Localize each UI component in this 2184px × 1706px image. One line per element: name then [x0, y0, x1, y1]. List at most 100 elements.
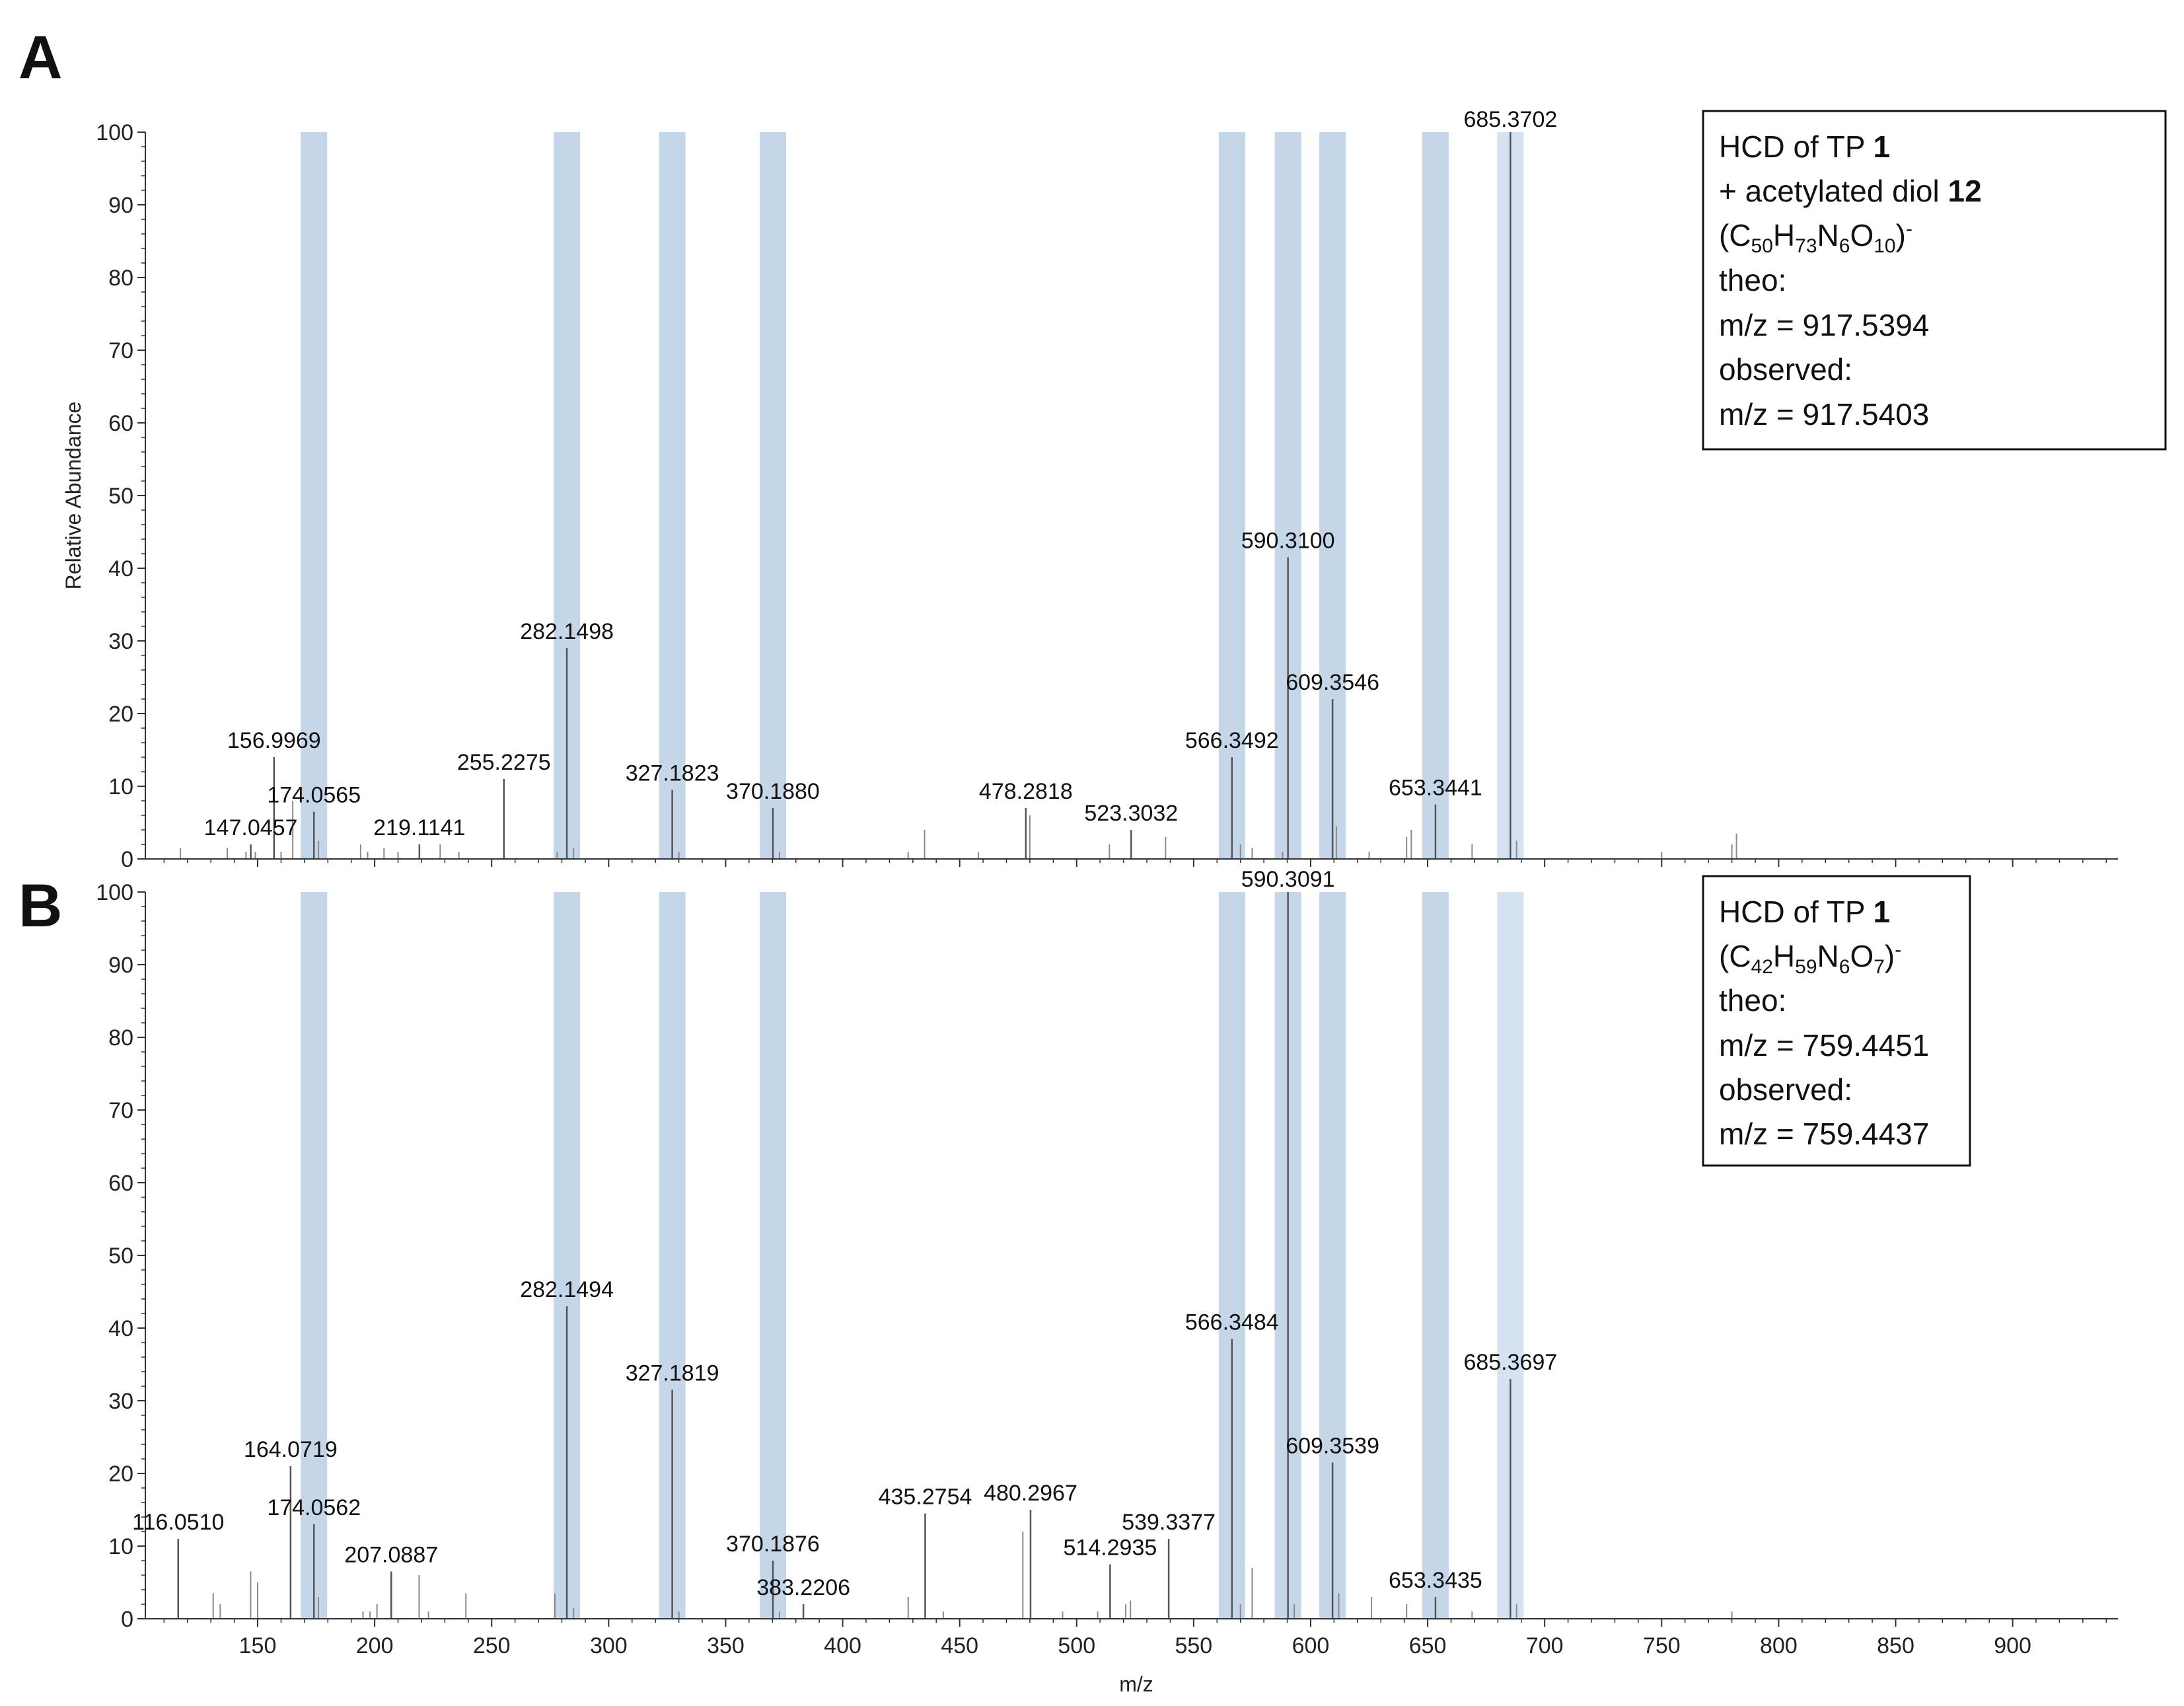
highlight-band-a	[1422, 132, 1449, 859]
y-tick-label-a: 10	[108, 774, 133, 799]
highlight-band-a	[659, 132, 686, 859]
x-tick-label: 500	[1058, 1633, 1095, 1658]
peak-label-b: 685.3697	[1463, 1350, 1557, 1375]
legend-b-observed-label: observed:	[1719, 1072, 1852, 1107]
highlight-band-b	[1422, 892, 1449, 1619]
x-tick-label: 850	[1877, 1633, 1914, 1658]
y-tick-label-b: 90	[108, 953, 133, 978]
legend-box-a	[1702, 110, 2167, 451]
legend-a-line2: + acetylated diol 12	[1719, 174, 1982, 208]
y-tick-label-b: 80	[108, 1025, 133, 1051]
peak-label-a: 219.1141	[373, 815, 465, 840]
x-tick-label: 200	[356, 1633, 394, 1658]
peak-label-a: 590.3100	[1241, 529, 1335, 554]
y-tick-label-b: 40	[108, 1316, 133, 1341]
peak-label-a: 282.1498	[520, 619, 614, 644]
y-tick-label-b: 30	[108, 1389, 133, 1414]
peak-label-b: 539.3377	[1122, 1510, 1216, 1535]
x-tick-label: 250	[473, 1633, 511, 1658]
highlight-band-b	[301, 892, 328, 1619]
highlight-band-a	[759, 132, 786, 859]
peak-label-a: 478.2818	[979, 779, 1073, 804]
panel-label-b: B	[18, 872, 62, 940]
legend-b-theo-label: theo:	[1719, 983, 1786, 1018]
legend-panel-a: HCD of TP 1 + acetylated diol 12 (C50H73…	[1702, 110, 2167, 451]
peak-label-a: 174.0565	[267, 783, 361, 808]
y-tick-label-a: 20	[108, 702, 133, 727]
peak-label-a: 685.3702	[1463, 107, 1557, 132]
y-axis-title: Relative Abundance	[61, 402, 85, 590]
peak-label-b: 116.0510	[132, 1510, 224, 1535]
x-tick-label: 750	[1643, 1633, 1681, 1658]
y-tick-label-b: 20	[108, 1462, 133, 1487]
legend-b-theo-value: m/z = 759.4451	[1719, 1028, 1929, 1062]
panel-label-a: A	[18, 24, 62, 91]
peak-label-b: 282.1494	[520, 1277, 614, 1302]
peak-label-b: 383.2206	[756, 1575, 850, 1600]
legend-b-line1: HCD of TP 1	[1719, 895, 1890, 929]
peak-label-b: 174.0562	[267, 1495, 361, 1520]
peak-label-a: 523.3032	[1084, 801, 1178, 826]
legend-a-line1: HCD of TP 1	[1719, 130, 1890, 164]
peak-label-b: 164.0719	[244, 1437, 338, 1462]
x-tick-label: 650	[1409, 1633, 1447, 1658]
x-tick-label: 350	[707, 1633, 745, 1658]
peak-label-a: 566.3492	[1185, 728, 1279, 753]
legend-a-formula: (C50H73N6O10)-	[1719, 218, 1912, 257]
legend-box-b	[1702, 875, 1971, 1167]
peak-labels-layer: 147.0457 156.9969 174.0565 219.1141 255.2275…	[132, 107, 1557, 1600]
x-tick-label: 300	[590, 1633, 628, 1658]
y-tick-label-a: 30	[108, 629, 133, 654]
peak-label-b: 653.3435	[1389, 1568, 1482, 1593]
peak-label-a: 147.0457	[204, 815, 298, 840]
x-tick-label: 800	[1760, 1633, 1798, 1658]
legend-b-formula: (C42H59N6O7)-	[1719, 939, 1901, 978]
legend-panel-b: HCD of TP 1 (C42H59N6O7)- theo: m/z = 75…	[1702, 875, 1971, 1167]
y-tick-label-a: 90	[108, 193, 133, 218]
peak-label-a: 156.9969	[227, 728, 321, 753]
y-tick-label-b: 10	[108, 1534, 133, 1559]
x-tick-label: 150	[239, 1633, 277, 1658]
y-tick-label-a: 60	[108, 411, 133, 436]
legend-a-theo-value: m/z = 917.5394	[1719, 308, 1929, 342]
y-tick-label-a: 50	[108, 484, 133, 509]
x-tick-label: 900	[1994, 1633, 2031, 1658]
peak-label-a: 255.2275	[457, 750, 551, 775]
legend-a-observed-label: observed:	[1719, 352, 1852, 387]
legend-a-observed-value: m/z = 917.5403	[1719, 397, 1929, 431]
peak-label-a: 327.1823	[626, 761, 719, 786]
y-tick-label-b: 50	[108, 1243, 133, 1269]
x-tick-label: 600	[1292, 1633, 1330, 1658]
peak-label-a: 609.3546	[1286, 670, 1379, 695]
x-tick-label: 700	[1526, 1633, 1564, 1658]
y-tick-label-a: 40	[108, 556, 133, 581]
axes-layer: 0 10 20 30 40 50 60 70 80 90 100 0 10 20 30 40 50 60 70 80 9…	[96, 120, 2118, 1658]
x-tick-label: 400	[824, 1633, 861, 1658]
y-tick-label-a: 70	[108, 338, 133, 363]
legend-a-theo-label: theo:	[1719, 263, 1786, 297]
x-axis-title: m/z	[1119, 1672, 1153, 1696]
y-tick-label-b: 100	[96, 880, 133, 905]
highlight-band-a	[1218, 132, 1245, 859]
peak-label-b: 435.2754	[879, 1485, 972, 1510]
peak-label-b: 590.3091	[1241, 867, 1335, 892]
peak-label-b: 370.1876	[726, 1532, 820, 1557]
peak-label-b: 609.3539	[1286, 1434, 1379, 1459]
peak-label-b: 566.3484	[1185, 1310, 1279, 1335]
peak-label-a: 370.1880	[726, 779, 820, 804]
y-tick-label-b: 60	[108, 1171, 133, 1196]
y-tick-label-a: 80	[108, 266, 133, 291]
x-tick-label: 550	[1175, 1633, 1212, 1658]
peak-label-b: 207.0887	[344, 1543, 438, 1568]
peaks-layer	[177, 132, 1737, 1619]
peak-label-a: 653.3441	[1389, 776, 1482, 801]
y-tick-label-a: 0	[121, 847, 133, 872]
legend-b-observed-value: m/z = 759.4437	[1719, 1117, 1929, 1151]
peak-label-b: 514.2935	[1063, 1536, 1157, 1561]
y-tick-label-b: 70	[108, 1098, 133, 1123]
x-tick-label: 450	[941, 1633, 978, 1658]
y-tick-label-a: 100	[96, 120, 133, 145]
peak-label-b: 327.1819	[626, 1361, 719, 1386]
highlight-band-b	[759, 892, 786, 1619]
